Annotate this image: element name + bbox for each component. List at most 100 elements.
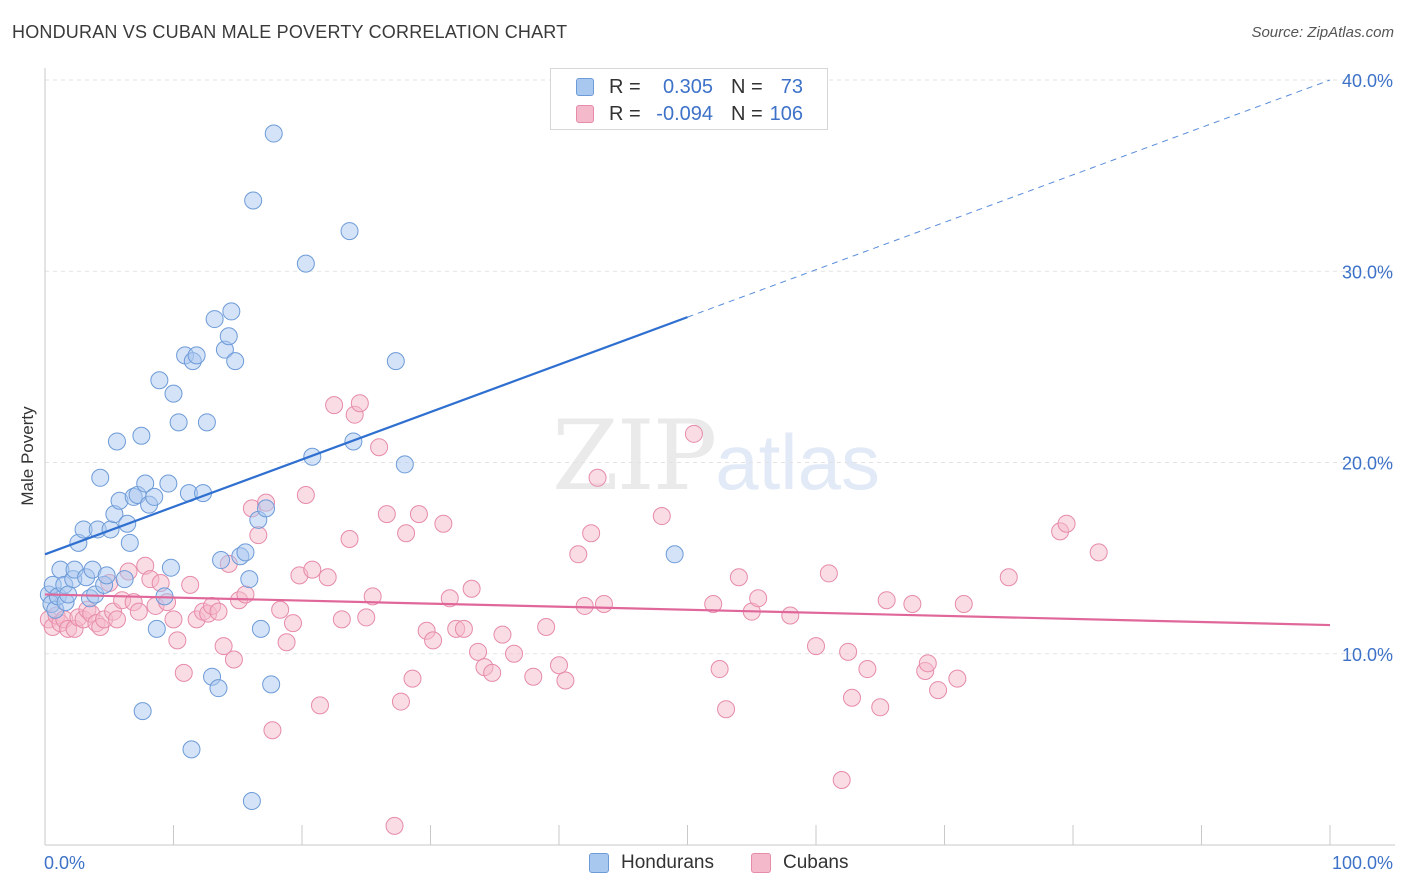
honduran-point: [115, 570, 134, 589]
cuban-point: [277, 633, 296, 652]
honduran-point: [133, 702, 152, 721]
honduran-point: [147, 619, 166, 638]
cuban-point: [107, 610, 126, 629]
honduran-point: [665, 545, 684, 564]
hondurans-points: [39, 124, 684, 811]
cuban-point: [807, 637, 825, 656]
cuban-point: [588, 468, 607, 487]
r-value: -0.094: [656, 103, 713, 125]
watermark-zip: ZIP: [552, 400, 717, 512]
series-legend: Hondurans Cubans: [0, 852, 1406, 876]
cuban-point: [729, 568, 748, 587]
cuban-point: [594, 595, 613, 614]
y-tick-label: 40.0%: [1342, 71, 1393, 91]
honduran-point: [107, 432, 126, 451]
cuban-point: [569, 545, 588, 564]
cuban-point: [181, 575, 200, 594]
cuban-point: [550, 656, 568, 675]
honduran-point: [91, 468, 110, 487]
cuban-point: [403, 669, 422, 688]
cuban-point: [582, 524, 601, 543]
cuban-point: [710, 660, 729, 679]
cuban-point: [684, 424, 703, 443]
honduran-point: [264, 124, 283, 143]
cuban-point: [325, 396, 344, 415]
cuban-point: [397, 524, 416, 543]
legend-label: Cubans: [783, 852, 849, 873]
cuban-point: [717, 700, 736, 719]
cuban-point: [164, 610, 183, 629]
honduran-point: [240, 570, 259, 589]
honduran-point: [132, 426, 151, 445]
y-tick-label: 20.0%: [1342, 454, 1393, 474]
cuban-point: [454, 619, 473, 638]
honduran-point: [262, 675, 281, 694]
cuban-point: [781, 606, 800, 625]
honduran-point: [205, 310, 224, 329]
honduran-point: [242, 792, 261, 811]
n-value: 73: [780, 76, 803, 98]
honduran-point: [136, 474, 155, 493]
cuban-point: [918, 654, 937, 673]
honduran-point: [222, 302, 241, 321]
honduran-point: [145, 487, 164, 506]
cuban-point: [749, 589, 768, 608]
honduran-point: [182, 740, 201, 759]
cuban-point: [505, 644, 524, 663]
honduran-point: [212, 551, 231, 570]
y-tick-label: 30.0%: [1342, 262, 1393, 282]
cuban-point: [357, 608, 376, 627]
cuban-point: [332, 610, 351, 629]
honduran-point: [187, 346, 206, 365]
cuban-point: [174, 663, 193, 682]
honduran-point: [296, 254, 315, 273]
cuban-point: [871, 698, 890, 717]
cuban-point: [537, 617, 556, 636]
cuban-point: [704, 595, 723, 614]
stats-legend: R = 0.305 N = 73 R = -0.094 N = 106: [550, 68, 828, 130]
cuban-point: [832, 770, 851, 789]
trend-lines: [44, 79, 1331, 627]
cubans-points: [39, 394, 1108, 835]
cuban-point: [524, 667, 543, 686]
axes: [44, 68, 1395, 846]
x-tick-label: 0.0%: [44, 853, 85, 873]
cuban-point: [271, 600, 290, 619]
honduran-point: [197, 413, 216, 432]
watermark: ZIPatlas: [552, 400, 880, 512]
honduran-point: [236, 543, 255, 562]
cuban-point: [440, 589, 459, 608]
honduran-point: [97, 566, 116, 585]
stats-row-hondurans: R = 0.305 N = 73: [551, 74, 827, 100]
honduran-point: [251, 619, 270, 638]
cuban-point: [493, 625, 512, 644]
n-value: 106: [769, 103, 803, 125]
cuban-point: [954, 595, 973, 614]
cuban-point: [224, 650, 243, 669]
honduran-point: [340, 222, 359, 241]
cuban-point: [652, 507, 671, 526]
hondurans-trend-line: [44, 316, 688, 556]
honduran-point: [386, 352, 405, 371]
cuban-point: [434, 514, 453, 533]
cuban-point: [209, 602, 228, 621]
cuban-point: [1089, 543, 1108, 562]
x-tick-label: 100.0%: [1332, 853, 1393, 873]
cuban-point: [858, 660, 877, 679]
cuban-point: [284, 614, 303, 633]
cuban-point: [350, 394, 369, 413]
cuban-point: [424, 631, 443, 650]
cuban-point: [575, 596, 594, 615]
cuban-point: [214, 637, 233, 656]
cuban-point: [469, 642, 488, 661]
cuban-point: [310, 696, 329, 715]
cuban-point: [377, 505, 396, 524]
cuban-point: [462, 579, 481, 598]
source-credit: Source: ZipAtlas.com: [1251, 24, 1394, 41]
tick-labels: 10.0% 20.0% 30.0% 40.0% 0.0% 100.0%: [44, 71, 1393, 873]
cuban-point: [263, 721, 282, 740]
n-label: N =: [731, 103, 763, 125]
cuban-point: [129, 602, 148, 621]
hondurans-trend-extension: [687, 79, 1331, 318]
cuban-point: [363, 587, 382, 606]
